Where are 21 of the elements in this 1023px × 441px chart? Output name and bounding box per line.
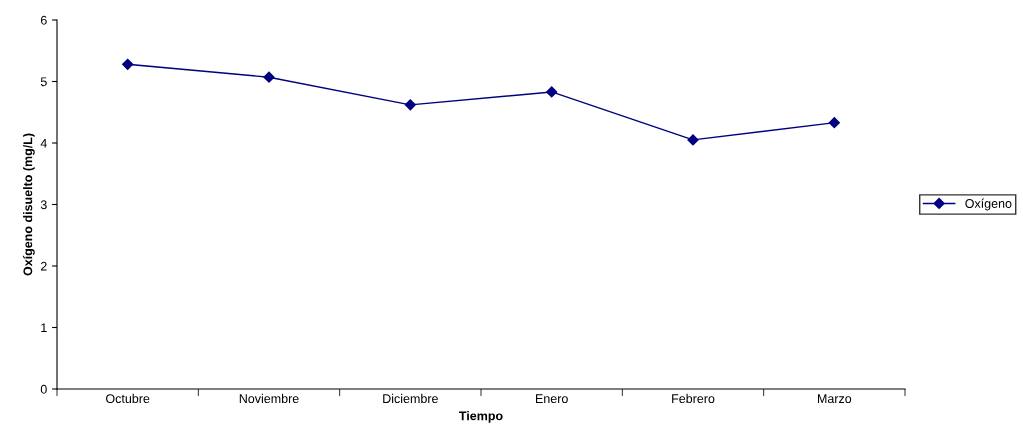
y-tick-label: 5: [40, 77, 47, 87]
y-tick-label: 0: [40, 384, 47, 394]
y-axis-title: Oxígeno disuelto (mg/L): [22, 133, 35, 276]
point: [546, 86, 558, 98]
y-tick-label: 3: [40, 200, 47, 210]
y-tick-label: 6: [40, 15, 47, 25]
point: [828, 117, 840, 129]
point: [122, 58, 134, 70]
x-tick-label: Febrero: [672, 393, 715, 404]
x-tick-label: Noviembre: [239, 393, 299, 404]
x-axis-title: Tiempo: [459, 411, 503, 423]
x-tick-label: Diciembre: [383, 393, 438, 404]
x-tick-label: Octubre: [106, 393, 150, 404]
x-tick-label: Marzo: [818, 394, 852, 404]
legend-label: Oxígeno: [965, 198, 1012, 211]
y-tick-label: 2: [40, 261, 47, 271]
point: [404, 99, 416, 111]
y-tick-label: 1: [41, 323, 47, 333]
point: [263, 71, 275, 83]
x-tick-label: Enero: [536, 394, 568, 404]
y-tick-label: 4: [40, 138, 47, 148]
